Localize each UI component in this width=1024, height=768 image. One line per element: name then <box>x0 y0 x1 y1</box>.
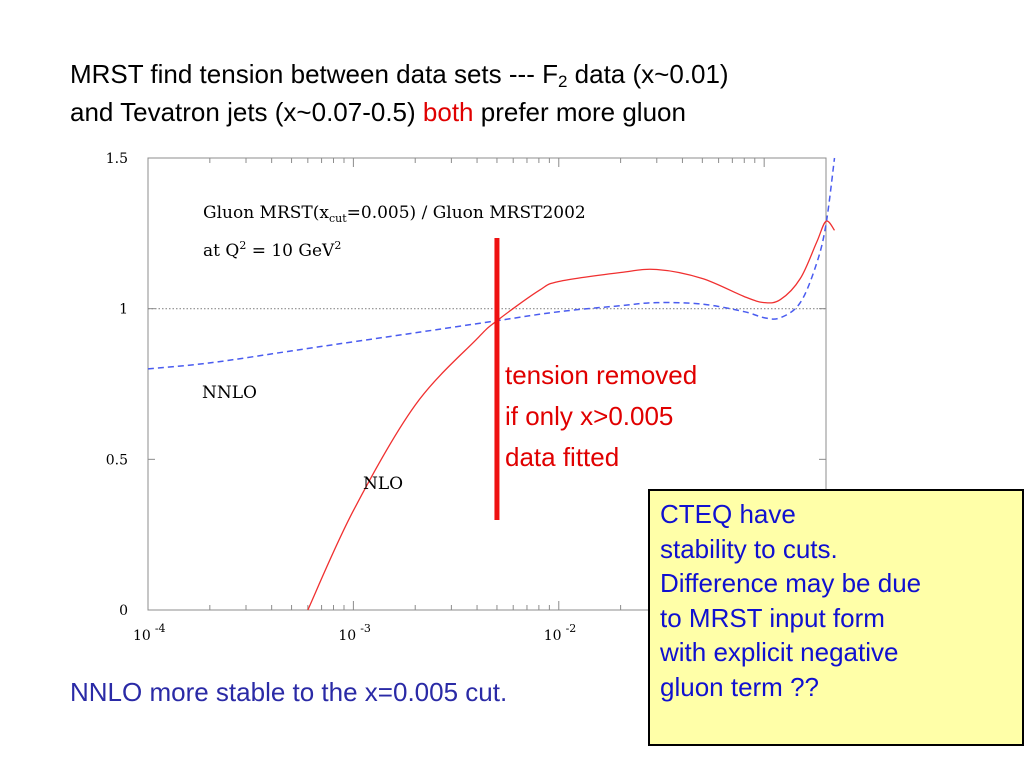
plot-frame <box>147 157 827 611</box>
title-line-1: MRST find tension between data sets --- … <box>70 55 729 93</box>
chart-title-line-1: Gluon MRST(xcut=0.005) / Gluon MRST2002 <box>203 203 586 225</box>
note-line: Difference may be due <box>660 568 922 598</box>
chart-title-line-2: at Q2 = 10 GeV2 <box>203 239 341 261</box>
note-line: gluon term ?? <box>660 671 819 702</box>
annotation-line: data fitted <box>505 442 620 472</box>
slide-title: MRST find tension between data sets --- … <box>70 55 729 131</box>
series-nlo-line <box>307 220 836 611</box>
x-tick-label: 10 -4 <box>133 622 166 644</box>
annotation-line: tension removed <box>505 360 698 390</box>
title-line-1-end: data (x~0.01) <box>567 59 729 89</box>
series-nnlo-line <box>147 157 836 370</box>
tension-annotation: tension removed if only x>0.005 data fit… <box>505 355 697 478</box>
note-line: to MRST input form <box>660 602 885 633</box>
note-line: CTEQ have <box>660 499 796 529</box>
series-label-nlo: NLO <box>363 474 403 494</box>
title-line-2-end: prefer more gluon <box>473 97 686 127</box>
note-line: with explicit negative <box>660 637 899 667</box>
y-tick-label: 1 <box>119 302 128 318</box>
annotation-line: if only x>0.005 <box>505 401 674 431</box>
title-line-2: and Tevatron jets (x~0.07-0.5) both pref… <box>70 93 729 131</box>
title-emphasis: both <box>422 97 474 127</box>
title-line-1-text: MRST find tension between data sets --- … <box>70 59 558 89</box>
x-tick-label: 10 -3 <box>338 622 371 644</box>
title-line-2-text: and Tevatron jets (x~0.07-0.5) <box>70 97 423 127</box>
title-subscript: 2 <box>557 72 568 91</box>
y-tick-label: 0.5 <box>106 452 128 468</box>
y-tick-label: 1.5 <box>106 151 128 167</box>
x-tick-label: 10 -2 <box>544 622 577 644</box>
note-line: stability to cuts. <box>660 533 838 564</box>
series-label-nnlo: NNLO <box>202 383 257 403</box>
cteq-note-box: CTEQ have stability to cuts. Difference … <box>648 489 1024 746</box>
footer-note: NNLO more stable to the x=0.005 cut. <box>70 677 508 707</box>
y-tick-label: 0 <box>119 603 128 619</box>
